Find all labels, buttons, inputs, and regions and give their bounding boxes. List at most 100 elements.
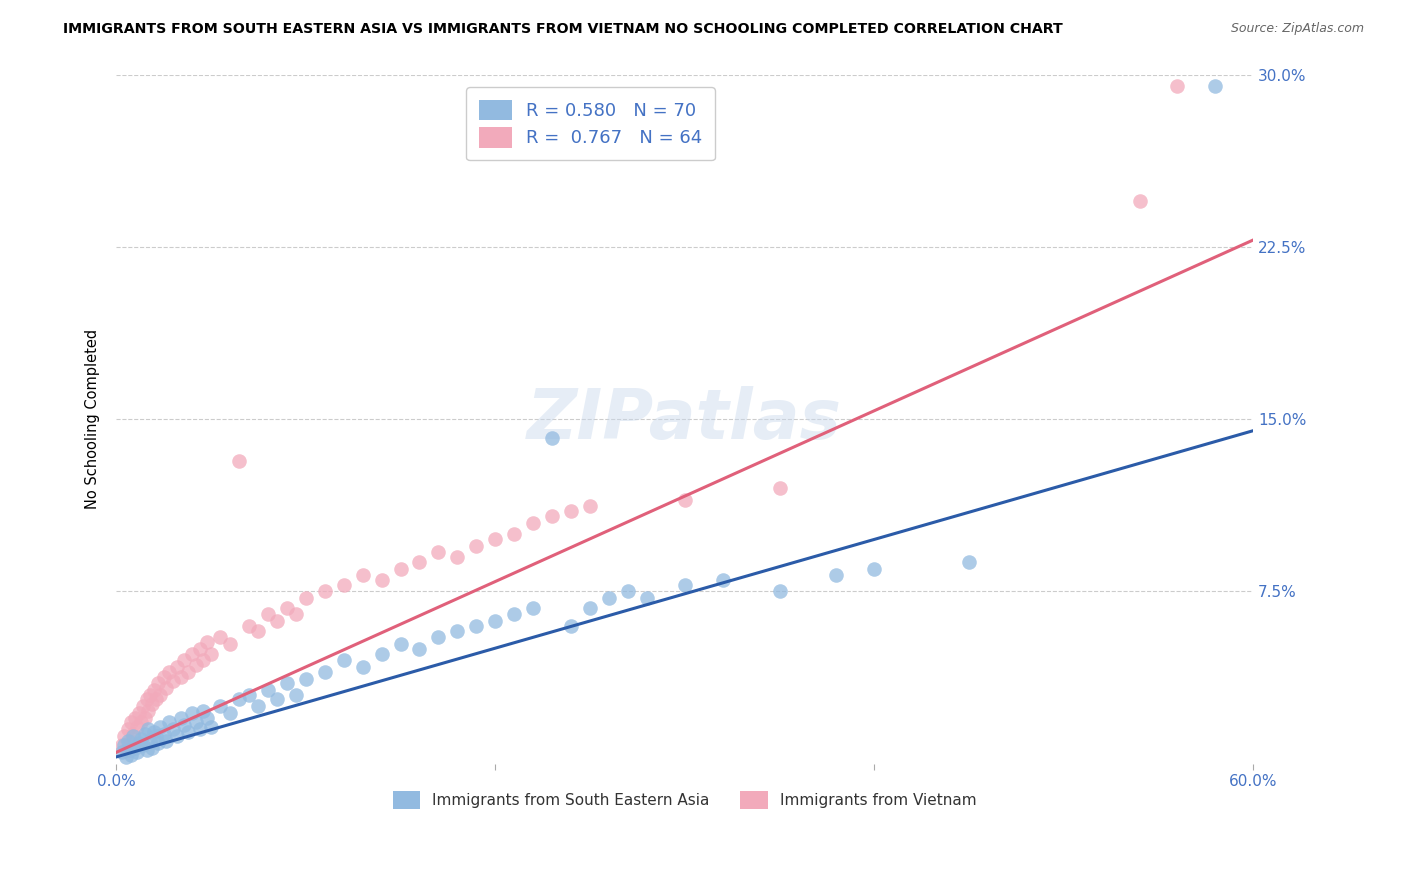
- Point: [332, 577, 354, 591]
- Point: [166, 729, 188, 743]
- Point: [139, 688, 162, 702]
- Point: [294, 672, 316, 686]
- Point: [114, 750, 136, 764]
- Point: [118, 743, 141, 757]
- Point: [257, 607, 280, 622]
- Point: [188, 642, 211, 657]
- Point: [141, 740, 163, 755]
- Point: [238, 688, 260, 702]
- Point: [135, 743, 157, 757]
- Point: [617, 584, 640, 599]
- Point: [825, 568, 848, 582]
- Point: [294, 591, 316, 606]
- Point: [117, 734, 139, 748]
- Point: [120, 715, 142, 730]
- Point: [370, 573, 392, 587]
- Point: [152, 727, 174, 741]
- Point: [152, 669, 174, 683]
- Point: [541, 508, 564, 523]
- Point: [134, 727, 156, 741]
- Point: [200, 647, 222, 661]
- Point: [219, 637, 242, 651]
- Point: [128, 706, 150, 721]
- Point: [209, 699, 232, 714]
- Point: [266, 692, 288, 706]
- Point: [598, 591, 620, 606]
- Point: [173, 718, 195, 732]
- Point: [541, 431, 564, 445]
- Point: [200, 720, 222, 734]
- Point: [503, 607, 526, 622]
- Point: [522, 516, 544, 530]
- Point: [768, 584, 790, 599]
- Point: [673, 492, 696, 507]
- Point: [314, 584, 336, 599]
- Point: [138, 704, 160, 718]
- Legend: Immigrants from South Eastern Asia, Immigrants from Vietnam: Immigrants from South Eastern Asia, Immi…: [387, 785, 983, 814]
- Point: [145, 692, 167, 706]
- Point: [408, 642, 430, 657]
- Point: [484, 532, 506, 546]
- Point: [157, 665, 180, 679]
- Point: [389, 637, 412, 651]
- Point: [124, 711, 146, 725]
- Point: [446, 624, 468, 638]
- Point: [195, 635, 218, 649]
- Point: [465, 619, 488, 633]
- Point: [117, 723, 139, 737]
- Point: [145, 729, 167, 743]
- Point: [162, 674, 184, 689]
- Point: [170, 711, 193, 725]
- Point: [118, 734, 141, 748]
- Point: [408, 555, 430, 569]
- Point: [134, 711, 156, 725]
- Point: [177, 665, 200, 679]
- Point: [124, 740, 146, 755]
- Point: [112, 729, 135, 743]
- Point: [314, 665, 336, 679]
- Point: [673, 577, 696, 591]
- Point: [177, 724, 200, 739]
- Point: [579, 500, 602, 514]
- Point: [184, 658, 207, 673]
- Y-axis label: No Schooling Completed: No Schooling Completed: [86, 329, 100, 509]
- Point: [195, 711, 218, 725]
- Point: [146, 736, 169, 750]
- Point: [122, 729, 145, 743]
- Point: [141, 697, 163, 711]
- Point: [1204, 78, 1226, 93]
- Point: [155, 681, 177, 695]
- Text: Source: ZipAtlas.com: Source: ZipAtlas.com: [1230, 22, 1364, 36]
- Point: [370, 647, 392, 661]
- Point: [143, 683, 166, 698]
- Point: [193, 704, 215, 718]
- Point: [111, 739, 134, 753]
- Point: [228, 453, 250, 467]
- Point: [173, 653, 195, 667]
- Point: [184, 715, 207, 730]
- Point: [560, 504, 582, 518]
- Point: [149, 720, 172, 734]
- Point: [238, 619, 260, 633]
- Point: [188, 723, 211, 737]
- Point: [129, 715, 152, 730]
- Point: [579, 600, 602, 615]
- Point: [247, 699, 270, 714]
- Point: [139, 734, 162, 748]
- Point: [111, 745, 134, 759]
- Point: [181, 706, 204, 721]
- Point: [127, 720, 149, 734]
- Point: [636, 591, 658, 606]
- Point: [276, 676, 298, 690]
- Point: [276, 600, 298, 615]
- Point: [157, 715, 180, 730]
- Point: [352, 568, 374, 582]
- Point: [389, 561, 412, 575]
- Point: [132, 699, 155, 714]
- Point: [219, 706, 242, 721]
- Point: [143, 724, 166, 739]
- Point: [247, 624, 270, 638]
- Text: ZIPatlas: ZIPatlas: [527, 385, 842, 452]
- Point: [446, 549, 468, 564]
- Point: [285, 688, 308, 702]
